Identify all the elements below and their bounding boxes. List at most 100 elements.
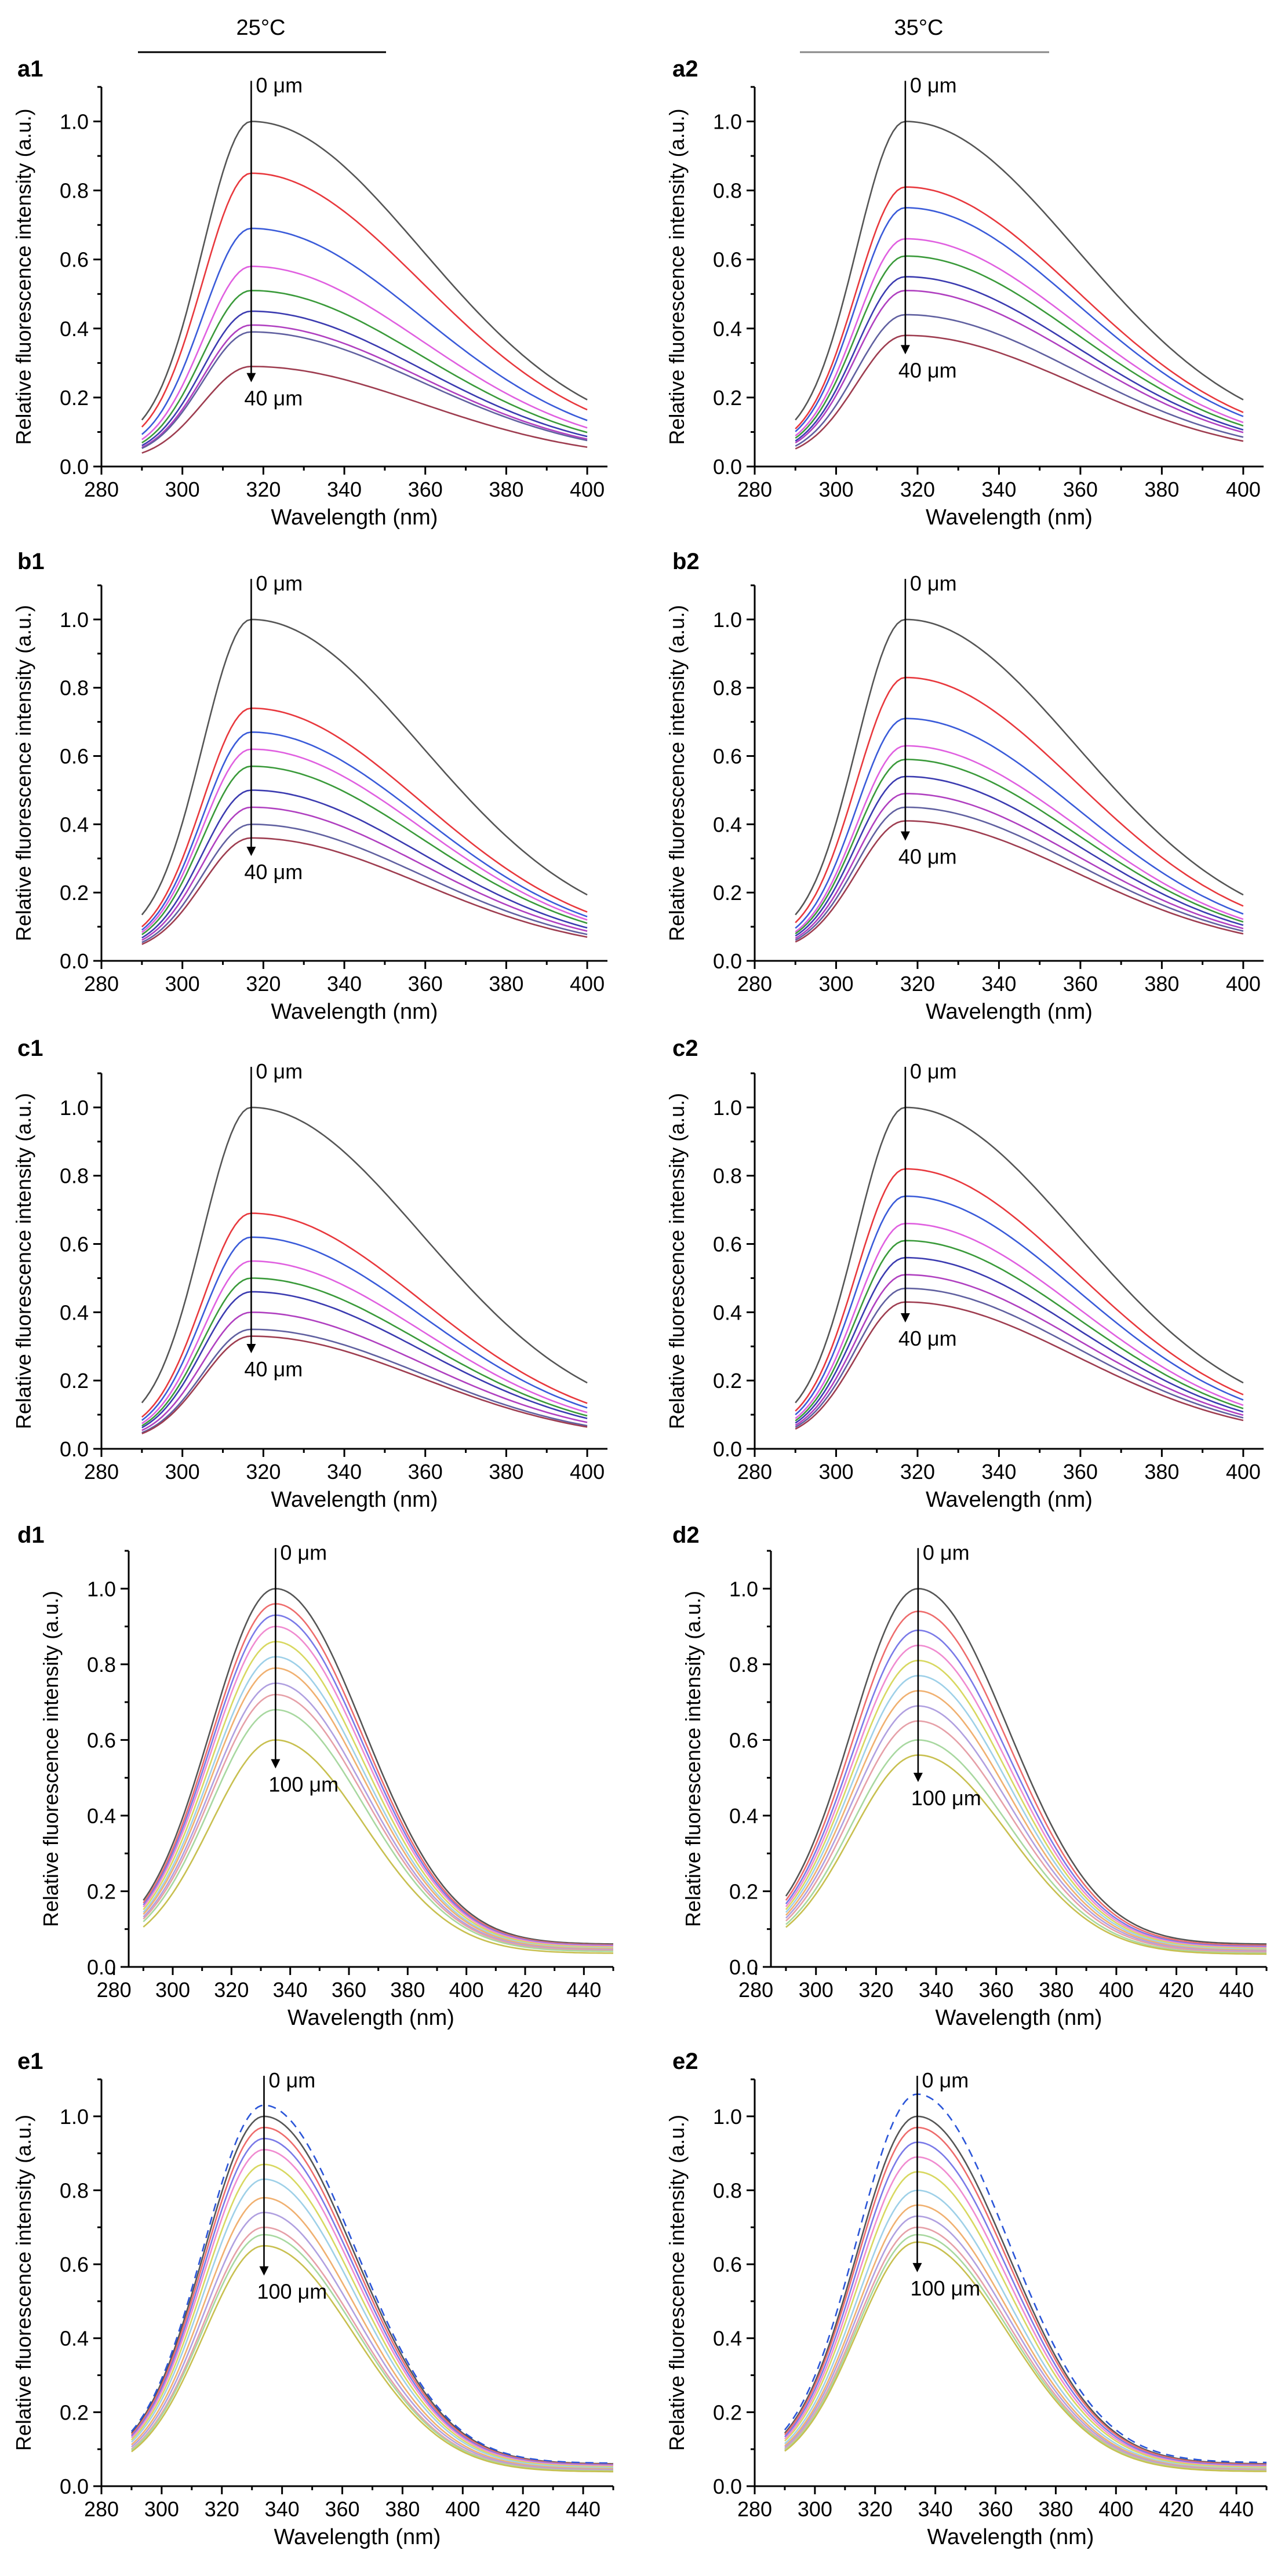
x-tick-label-b2-4: 360 — [1063, 972, 1098, 996]
x-tick-label-e1-2: 320 — [205, 2497, 239, 2521]
x-tick-label-c2-2: 320 — [900, 1460, 935, 1484]
y-tick-label-e2-3: 0.6 — [713, 2253, 742, 2276]
x-tick-label-d1-1: 300 — [155, 1978, 190, 2002]
series-line-b1-6 — [141, 806, 588, 941]
series-line-e2-10 — [784, 2241, 1267, 2472]
x-axis-title-e1: Wavelength (nm) — [274, 2525, 441, 2549]
x-tick-label-d1-8: 440 — [566, 1978, 601, 2002]
series-line-a1-0 — [141, 121, 588, 421]
x-tick-label-d1-7: 420 — [508, 1978, 543, 2002]
arrow-head-e1 — [259, 2266, 269, 2276]
x-tick-label-b1-6: 400 — [570, 972, 605, 996]
series-line-b1-4 — [141, 765, 588, 935]
x-tick-label-d2-1: 300 — [799, 1978, 834, 2002]
y-axis-title-c2: Relative fluorescence intensity (a.u.) — [665, 1093, 689, 1429]
series-line-b2-1 — [795, 676, 1244, 924]
arrow-head-b1 — [246, 847, 256, 857]
series-line-e1-2 — [130, 2137, 614, 2466]
series-line-b2-3 — [795, 745, 1244, 933]
series-line-d1-0 — [143, 1587, 613, 1945]
panel-label-c1: c1 — [17, 1036, 43, 1061]
series-line-a2-5 — [795, 276, 1244, 442]
y-tick-label-c2-0: 0.0 — [713, 1437, 742, 1461]
x-tick-label-a2-2: 320 — [900, 478, 935, 501]
y-axis-title-a1: Relative fluorescence intensity (a.u.) — [12, 108, 35, 444]
y-tick-label-d2-5: 1.0 — [729, 1577, 758, 1601]
arrow-head-d2 — [913, 1773, 923, 1783]
series-line-e1-10 — [131, 2245, 613, 2473]
x-tick-label-e2-0: 280 — [737, 2497, 772, 2521]
arrow-head-d1 — [271, 1759, 281, 1769]
y-axis-title-d2: Relative fluorescence intensity (a.u.) — [681, 1591, 705, 1927]
series-line-c1-2 — [141, 1236, 588, 1421]
x-axis-title-d1: Wavelength (nm) — [288, 2006, 454, 2030]
panel-b2: b2 0.0 0.2 0.4 0.6 0.8 1.0 280 300 320 340 360 380 40… — [665, 549, 1264, 1024]
x-tick-label-d2-7: 420 — [1159, 1978, 1194, 2002]
arrow-head-a2 — [900, 345, 910, 355]
series-line-b1-1 — [141, 707, 588, 928]
series-line-d2-4 — [785, 1659, 1267, 1950]
y-tick-label-b1-3: 0.6 — [60, 745, 89, 768]
x-axis-title-e2: Wavelength (nm) — [927, 2525, 1094, 2549]
arrow-bottom-label-d2: 100 μm — [911, 1786, 981, 1810]
panel-label-b1: b1 — [17, 549, 45, 574]
x-tick-label-e1-8: 440 — [566, 2497, 601, 2521]
series-line-b2-4 — [795, 759, 1244, 935]
arrow-bottom-label-e1: 100 μm — [257, 2280, 327, 2304]
x-tick-label-b1-3: 340 — [327, 972, 362, 996]
x-tick-label-a1-6: 400 — [570, 478, 605, 501]
arrow-bottom-label-c1: 40 μm — [244, 1357, 303, 1381]
y-tick-label-b2-0: 0.0 — [713, 949, 742, 973]
panel-label-b2: b2 — [672, 549, 700, 574]
x-tick-label-d2-8: 440 — [1219, 1978, 1254, 2002]
arrow-bottom-label-b1: 40 μm — [244, 860, 303, 884]
arrow-bottom-label-e2: 100 μm — [910, 2276, 980, 2300]
series-line-d1-5 — [143, 1656, 614, 1949]
y-tick-label-d1-1: 0.2 — [87, 1879, 116, 1903]
series-line-a1-1 — [141, 172, 588, 428]
x-tick-label-a2-0: 280 — [737, 478, 772, 501]
y-tick-label-e1-0: 0.0 — [60, 2475, 89, 2498]
y-tick-label-c2-5: 1.0 — [713, 1096, 742, 1120]
x-tick-label-b2-2: 320 — [900, 972, 935, 996]
series-line-e2-5 — [784, 2189, 1267, 2469]
series-line-b1-5 — [141, 789, 588, 939]
x-tick-label-b2-3: 340 — [981, 972, 1016, 996]
x-tick-label-e1-5: 380 — [385, 2497, 420, 2521]
arrow-head-a1 — [246, 373, 256, 382]
panel-b1: b1 0.0 0.2 0.4 0.6 0.8 1.0 280 300 320 340 360 380 40… — [12, 549, 607, 1024]
series-line-e1-4 — [130, 2163, 613, 2468]
y-tick-label-c1-5: 1.0 — [60, 1096, 89, 1120]
y-tick-label-e1-1: 0.2 — [60, 2400, 89, 2424]
series-line-d1-8 — [143, 1693, 613, 1951]
column-header-25c-label: 25°C — [236, 16, 286, 40]
series-line-e2-6 — [784, 2204, 1267, 2470]
series-line-d1-4 — [143, 1641, 614, 1948]
x-tick-label-e2-5: 380 — [1038, 2497, 1073, 2521]
x-tick-label-d1-5: 380 — [390, 1978, 425, 2002]
series-line-b1-8 — [141, 837, 588, 945]
x-tick-label-b1-0: 280 — [84, 972, 119, 996]
series-line-b2-0 — [795, 618, 1244, 916]
x-tick-label-c2-0: 280 — [737, 1460, 772, 1484]
arrow-top-label-d1: 0 μm — [280, 1540, 327, 1564]
series-line-c2-0 — [795, 1106, 1244, 1404]
x-tick-label-d1-6: 400 — [449, 1978, 484, 2002]
arrow-top-label-e1: 0 μm — [268, 2068, 315, 2092]
y-tick-label-a1-1: 0.2 — [60, 386, 89, 410]
x-tick-label-b2-1: 300 — [818, 972, 853, 996]
panel-c1: c1 0.0 0.2 0.4 0.6 0.8 1.0 280 300 320 340 360 380 40… — [12, 1036, 607, 1512]
y-tick-label-b2-5: 1.0 — [713, 608, 742, 632]
series-line-b1-3 — [141, 748, 588, 933]
x-tick-label-c1-5: 380 — [489, 1460, 523, 1484]
arrow-bottom-label-c2: 40 μm — [898, 1327, 957, 1350]
series-line-d2-1 — [785, 1611, 1267, 1947]
series-line-c1-1 — [141, 1212, 588, 1418]
series-line-d2-6 — [785, 1690, 1267, 1951]
series-line-e2-0 — [784, 2115, 1267, 2465]
x-tick-label-d2-2: 320 — [858, 1978, 893, 2002]
x-axis-title-a1: Wavelength (nm) — [271, 505, 438, 530]
series-line-e2-2 — [784, 2141, 1267, 2466]
series-line-e2-1 — [784, 2126, 1267, 2465]
